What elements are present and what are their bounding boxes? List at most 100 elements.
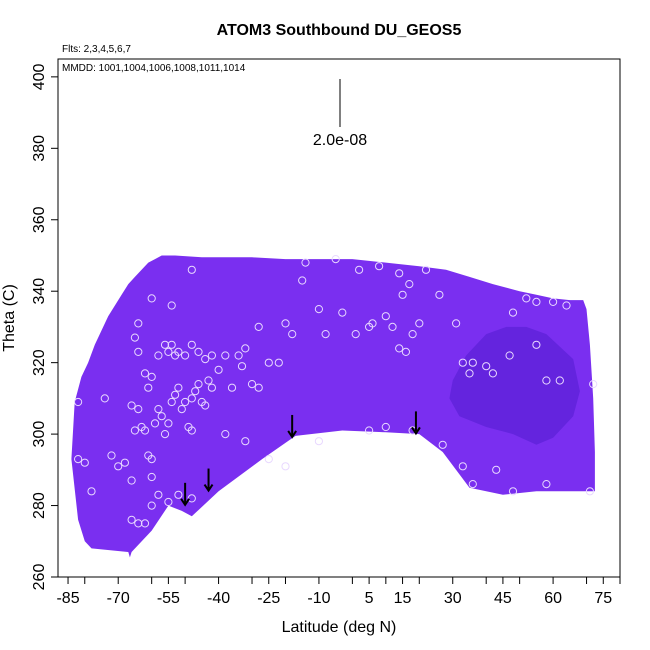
x-tick-label: -10 [307,590,330,607]
x-tick-label: 5 [365,590,374,607]
sample-marker [187,494,196,503]
sample-marker [127,515,136,524]
sample-marker [147,455,156,464]
arrow-head [287,430,297,439]
x-tick-label: 45 [494,590,512,607]
sample-marker [508,487,518,496]
sample-marker [368,319,377,328]
sample-marker [585,487,595,496]
sample-marker [120,458,130,467]
sample-marker [234,351,243,360]
sample-marker [164,419,173,428]
sample-marker [140,369,150,378]
sample-marker [465,369,474,378]
sample-marker [415,319,424,328]
sample-marker [194,347,203,356]
sample-marker [150,419,160,428]
sample-marker [127,476,136,485]
sample-marker [298,276,307,285]
sample-marker [254,383,263,392]
sample-marker [74,455,83,464]
y-tick-label: 340 [31,278,48,305]
x-tick-label: -70 [107,590,130,607]
sample-marker [177,405,186,414]
x-tick-label: -40 [207,590,230,607]
sample-marker [187,340,196,349]
sample-marker [187,426,196,435]
sample-marker [375,262,384,271]
sample-marker [438,440,447,449]
sample-marker [532,340,541,349]
sample-marker [167,340,176,349]
sample-marker [191,387,200,396]
sample-marker [405,280,414,289]
arrow-head [203,483,214,493]
sample-marker [164,497,173,507]
sample-marker [174,383,183,392]
sample-marker [74,397,83,407]
sample-marker [458,358,467,367]
x-tick-label: 15 [394,590,412,607]
sample-marker [482,362,491,371]
plot-frame [57,58,621,578]
sample-marker [167,301,176,310]
sample-marker [204,376,213,385]
sample-marker [107,451,116,460]
arrow-head [411,426,421,436]
arrow-head [180,498,190,507]
sample-marker [532,297,541,306]
sample-marker [351,330,360,339]
sample-marker [160,430,170,439]
x-axis-label: Latitude (deg N) [282,619,397,636]
sample-marker [365,426,374,435]
sample-marker [201,355,210,364]
sample-marker [237,362,247,371]
sample-marker [505,351,514,360]
sample-marker [130,333,139,342]
sample-marker [114,462,123,471]
sample-marker [542,376,551,385]
sample-marker [171,390,180,399]
chart-title: ATOM3 Southbound DU_GEOS5 [217,22,462,39]
x-tick-label: -85 [56,590,79,607]
sample-marker [408,330,417,339]
sample-marker [381,312,390,321]
sample-marker [421,265,431,274]
sample-marker [140,426,150,435]
sample-marker [321,330,330,339]
x-tick-label: 60 [544,590,562,607]
sample-marker [100,394,109,403]
sample-marker [355,265,364,274]
sample-marker [468,358,477,367]
sample-marker [488,369,497,378]
y-tick-label: 320 [31,349,48,376]
sample-marker [301,258,310,267]
sample-marker [398,290,407,299]
sample-marker [147,501,156,510]
sample-marker [264,358,273,367]
sample-marker [207,383,216,392]
sample-marker [174,347,183,356]
field-region [71,255,595,558]
sample-marker [221,351,230,360]
flights-note: Flts: 2,3,4,5,6,7 [62,44,131,55]
sample-marker [542,480,551,489]
sample-marker [388,322,397,331]
sample-marker [207,351,216,360]
sample-marker [167,397,176,407]
sample-marker [164,347,173,356]
sample-marker [288,330,297,339]
sample-marker [281,462,290,471]
y-tick-label: 300 [31,421,48,448]
sample-marker [194,380,203,389]
sample-marker [154,405,163,414]
sample-marker [241,437,250,446]
sample-marker [181,397,190,407]
sample-marker [562,301,571,310]
sample-marker [274,358,283,367]
sample-marker [435,290,444,299]
sample-marker [468,480,477,489]
x-tick-label: 30 [444,590,462,607]
sample-marker [314,437,323,446]
sample-marker [227,383,237,392]
